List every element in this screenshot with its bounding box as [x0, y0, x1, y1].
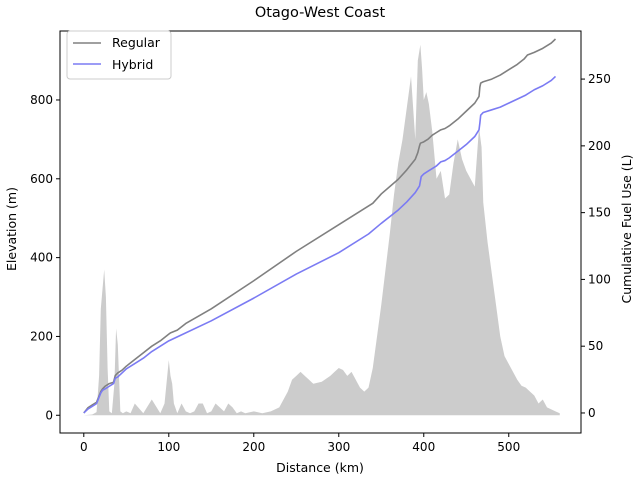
x-tick-label: 200	[242, 440, 265, 454]
y-tick-label: 0	[45, 408, 53, 422]
x-tick-label: 0	[80, 440, 88, 454]
y2-tick-label: 150	[588, 206, 611, 220]
elevation-area	[83, 44, 560, 416]
y-tick-label: 400	[30, 251, 53, 265]
y2-axis-label: Cumulative Fuel Use (L)	[619, 155, 634, 304]
y2-axis-ticks: 0 50 100 150 200 250	[581, 72, 611, 420]
y-axis-label: Elevation (m)	[4, 187, 19, 271]
y-tick-label: 800	[30, 93, 53, 107]
plot-frame	[59, 30, 582, 434]
x-tick-label: 400	[412, 440, 435, 454]
x-tick-label: 100	[157, 440, 180, 454]
x-axis-ticks: 0 100 200 300 400 500	[80, 433, 520, 454]
elevation-area-layer	[83, 44, 560, 416]
y-tick-label: 600	[30, 172, 53, 186]
series-line-regular	[83, 38, 557, 414]
legend: Regular Hybrid	[66, 30, 172, 80]
legend-label-regular: Regular	[112, 35, 161, 50]
y-tick-label: 200	[30, 329, 53, 343]
x-tick-label: 300	[327, 440, 350, 454]
series-line-hybrid	[83, 75, 557, 414]
legend-label-hybrid: Hybrid	[112, 57, 153, 72]
y2-tick-label: 250	[588, 72, 611, 86]
y2-tick-label: 200	[588, 139, 611, 153]
chart-title: Otago-West Coast	[255, 5, 386, 21]
y2-tick-label: 0	[588, 406, 596, 420]
series-layer	[83, 38, 557, 414]
y-axis-ticks: 0 200 400 600 800	[30, 93, 60, 422]
x-axis-label: Distance (km)	[276, 460, 364, 475]
x-tick-label: 500	[497, 440, 520, 454]
y2-tick-label: 100	[588, 272, 611, 286]
y2-tick-label: 50	[588, 339, 603, 353]
